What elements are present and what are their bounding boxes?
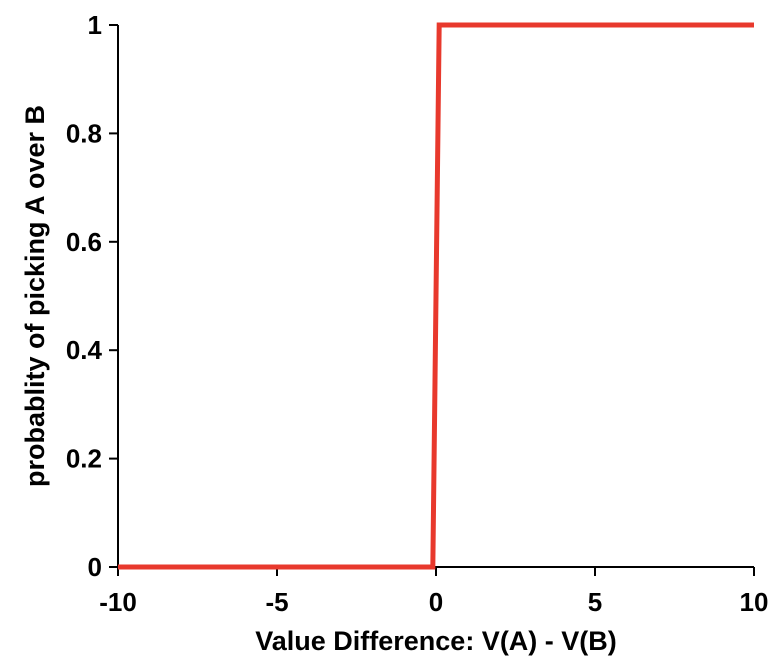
y-axis-label: probablity of picking A over B xyxy=(20,105,50,487)
x-tick-label: 0 xyxy=(429,587,443,617)
x-tick-label: 5 xyxy=(588,587,602,617)
y-tick-label: 0.8 xyxy=(66,118,102,148)
x-axis-label: Value Difference: V(A) - V(B) xyxy=(255,626,617,656)
series-line xyxy=(118,22,754,570)
x-axis: -10 -5 0 5 10 xyxy=(99,566,769,617)
x-tick-label: -5 xyxy=(265,587,288,617)
y-axis: 0 0.2 0.4 0.6 0.8 1 xyxy=(66,10,119,582)
y-tick-label: 0 xyxy=(88,552,102,582)
y-tick-label: 0.6 xyxy=(66,227,102,257)
y-tick-label: 0.4 xyxy=(66,335,103,365)
y-tick-label: 0.2 xyxy=(66,444,102,474)
x-tick-label: -10 xyxy=(99,587,137,617)
y-tick-label: 1 xyxy=(88,10,102,40)
series-layer xyxy=(118,22,754,570)
x-tick-label: 10 xyxy=(740,587,769,617)
